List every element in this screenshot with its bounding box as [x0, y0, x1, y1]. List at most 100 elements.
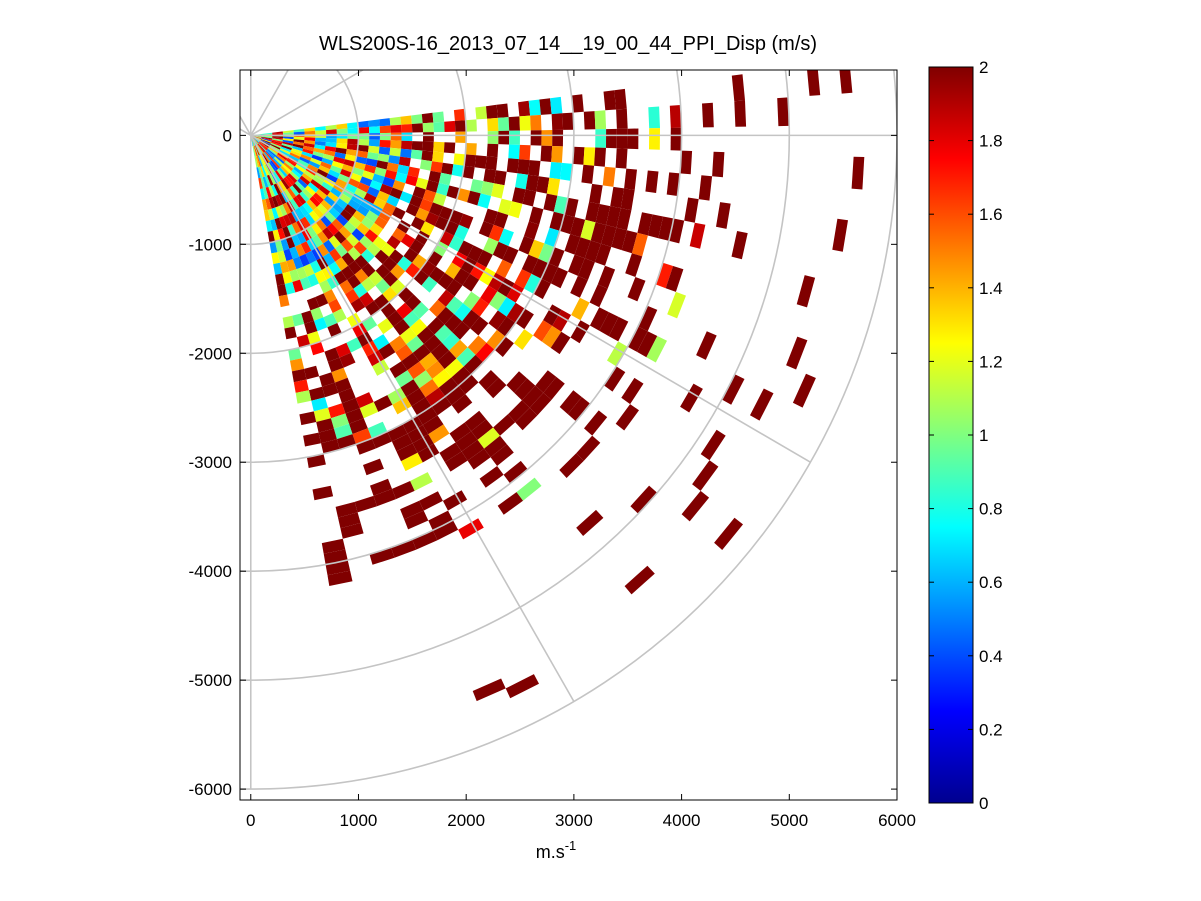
- polar-grid: [240, 70, 897, 790]
- ppi-cell-684: [395, 344, 413, 362]
- ppi-cell-695: [479, 466, 504, 488]
- ppi-cell-339: [337, 173, 350, 184]
- ppi-cell-422: [497, 278, 515, 297]
- ppi-cell-615: [423, 334, 442, 353]
- ppi-cell-583: [449, 339, 468, 359]
- ppi-cell-329: [786, 336, 808, 370]
- ppi-cell-520: [535, 370, 557, 393]
- ppi-cell-144: [410, 149, 423, 160]
- ppi-cell-262: [611, 227, 627, 251]
- ppi-cell-130: [261, 136, 273, 139]
- ppi-cell-545: [390, 264, 406, 280]
- ppi-cell-565: [302, 188, 313, 200]
- ppi-cell-396: [646, 336, 667, 363]
- ppi-cell-825: [275, 206, 283, 218]
- ppi-cell-925: [293, 379, 309, 393]
- ppi-cell-420: [479, 267, 496, 286]
- ppi-cell-796: [279, 204, 288, 217]
- ppi-cell-376: [373, 197, 387, 210]
- ppi-cell-66: [734, 100, 747, 127]
- ppi-cell-866: [304, 320, 318, 335]
- ppi-cell-293: [655, 262, 674, 289]
- ppi-cell-815: [404, 510, 429, 530]
- ppi-cell-669: [292, 196, 303, 208]
- ppi-cell-357: [550, 267, 568, 289]
- ppi-cell-828: [285, 236, 296, 249]
- ppi-cell-614: [416, 326, 435, 344]
- ppi-cell-261: [601, 225, 617, 247]
- ppi-cell-460: [621, 377, 644, 405]
- ppi-cell-225: [647, 214, 664, 239]
- ppi-cell-887: [275, 240, 284, 253]
- ppi-cell-255: [528, 206, 544, 225]
- ppi-cell-651: [432, 369, 452, 388]
- ppi-cell-884: [267, 208, 275, 221]
- ppi-cell-121: [551, 146, 563, 163]
- ppi-cell-929: [306, 453, 326, 468]
- ppi-cell-538: [336, 214, 349, 227]
- ppi-cell-607: [361, 262, 376, 278]
- ppi-cell-677: [341, 265, 355, 280]
- ppi-cell-451: [480, 285, 498, 305]
- ppi-cell-760: [255, 145, 261, 156]
- ppi-cell-763: [269, 173, 277, 185]
- ppi-cell-317: [478, 221, 494, 238]
- ppi-cell-485: [471, 297, 489, 317]
- ppi-data-layer: [250, 70, 865, 702]
- ppi-cell-234: [292, 145, 303, 152]
- ppi-cell-622: [576, 509, 604, 536]
- ppi-cell-889: [279, 261, 290, 274]
- ppi-cell-817: [472, 678, 506, 702]
- ppi-cell-576: [390, 279, 406, 295]
- ppi-cell-554: [521, 385, 544, 408]
- ppi-cell-135: [314, 141, 326, 146]
- ppi-cell-440: [347, 198, 361, 211]
- ppi-cell-127: [712, 151, 725, 178]
- colorbar-tick-label-7: 1.4: [979, 279, 1003, 298]
- ppi-cell-648: [412, 344, 431, 362]
- ppi-cell-579: [412, 301, 429, 319]
- ppi-cell-595: [278, 167, 288, 178]
- x-axis-label: m.s-1: [536, 838, 577, 862]
- ppi-cell-27: [603, 90, 617, 111]
- ppi-cell-183: [493, 170, 507, 186]
- ppi-cell-113: [422, 141, 434, 152]
- ppi-cell-236: [312, 151, 324, 158]
- ppi-cell-172: [356, 150, 369, 159]
- ppi-cell-313: [429, 202, 444, 217]
- ppi-cell-903: [340, 522, 364, 539]
- ppi-cell-843: [349, 418, 368, 435]
- colorbar: [929, 67, 973, 803]
- ppi-cell-630: [289, 185, 300, 197]
- ppi-cell-537: [328, 206, 341, 219]
- ppi-cell-471: [327, 191, 339, 203]
- grid-spoke-8: [240, 128, 252, 137]
- ppi-cell-149: [474, 155, 487, 169]
- ppi-cell-494: [275, 155, 285, 164]
- ppi-cell-94: [627, 128, 639, 150]
- ppi-cell-518: [486, 329, 506, 350]
- ppi-cell-786: [428, 510, 453, 531]
- ppi-cell-613: [410, 318, 428, 336]
- ppi-cell-344: [386, 195, 400, 207]
- ppi-cell-831: [296, 266, 308, 280]
- ppi-cell-267: [260, 138, 272, 143]
- ppi-cell-67: [777, 97, 790, 127]
- ppi-cell-212: [470, 179, 484, 194]
- ppi-cell-272: [311, 154, 323, 162]
- ppi-cell-190: [620, 188, 635, 211]
- ppi-cell-839: [334, 377, 352, 393]
- ppi-cell-559: [258, 142, 267, 152]
- ppi-cell-290: [584, 240, 601, 263]
- ppi-cell-338: [328, 169, 340, 179]
- ppi-cell-574: [375, 264, 391, 279]
- ppi-cell-464: [267, 147, 278, 156]
- ppi-cell-773: [314, 270, 327, 284]
- ppi-cell-492: [258, 142, 268, 150]
- ppi-cell-244: [395, 172, 408, 184]
- ppi-cell-446: [409, 239, 425, 255]
- ppi-cell-359: [589, 284, 608, 308]
- ppi-cell-311: [409, 195, 423, 208]
- ppi-cell-795: [275, 194, 283, 207]
- ppi-cell-814: [400, 500, 424, 520]
